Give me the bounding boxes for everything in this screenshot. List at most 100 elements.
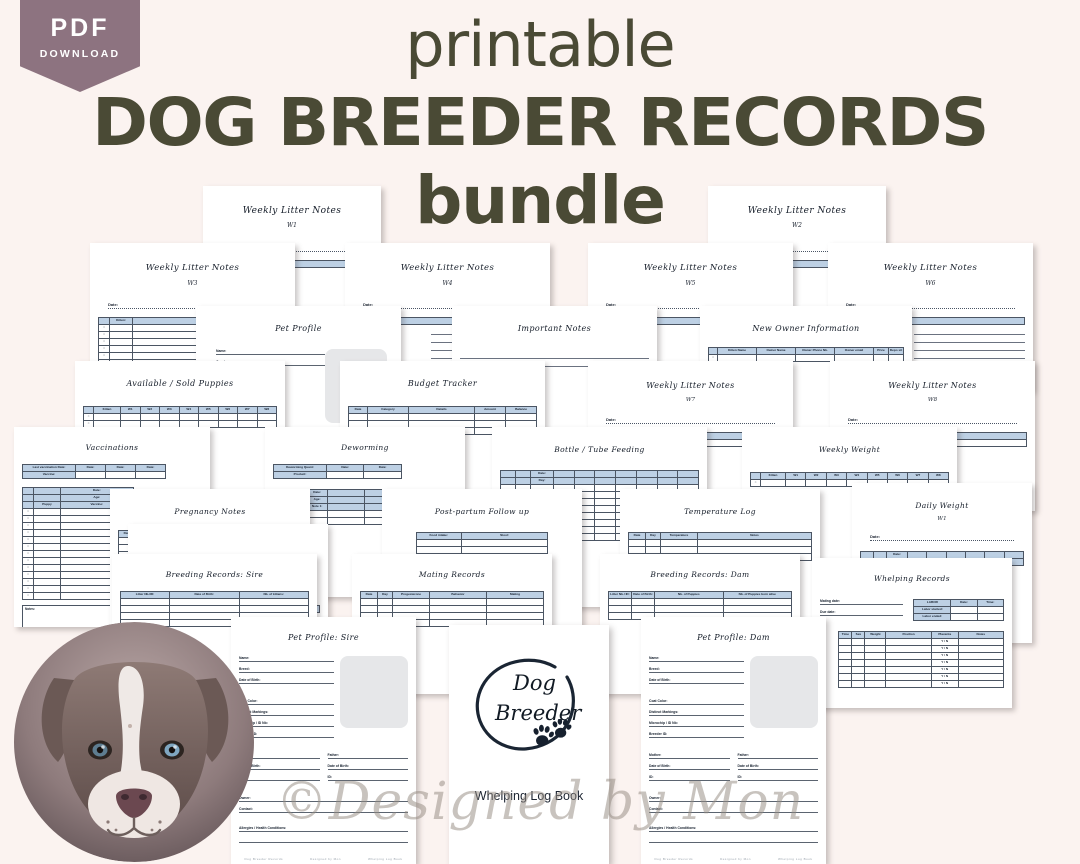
badge-download-label: DOWNLOAD <box>39 48 121 60</box>
field-distinct-markings: Distinct Markings: <box>239 710 334 716</box>
field-father-id: ID: <box>737 775 818 781</box>
field-father: Father: <box>737 753 818 759</box>
field-mating-date: Mating date: <box>820 599 904 605</box>
field-contact: Contact: <box>239 807 408 813</box>
paw-prints-icon <box>533 719 572 746</box>
field-coat-color: Coat Color: <box>649 699 744 705</box>
puppy-photo <box>12 622 257 862</box>
page-title: Available / Sold Puppies <box>126 379 234 388</box>
field-date-of-birth: Date of Birth: <box>239 678 334 684</box>
headline-block: printable DOG BREEDER RECORDS bundle <box>0 0 1080 234</box>
page-title: Pregnancy Notes <box>174 507 246 516</box>
field-coat-color: Coat Color: <box>239 699 334 705</box>
pdf-download-badge: PDF DOWNLOAD <box>20 0 140 92</box>
page-footer: Dog Breeder Records Designed by Mon Whel… <box>244 857 403 861</box>
puppy-illustration <box>14 622 254 862</box>
page-pet-profile-dam: Pet Profile: Dam Name: Breed: Date of Bi… <box>641 617 826 864</box>
cover-title-line1: Dog <box>513 671 556 695</box>
field-microchip-id: Microchip / ID Nb: <box>239 721 334 727</box>
page-subtitle: W6 <box>925 280 936 287</box>
date-field: Date: <box>108 302 277 309</box>
page-subtitle: W8 <box>927 397 938 403</box>
date-field: Date: <box>363 302 532 309</box>
whelping-table: Time Sex Weight Position Placenta Notes … <box>838 631 1004 688</box>
page-subtitle: W4 <box>442 280 453 287</box>
field-name: Name: <box>649 656 744 662</box>
page-title: Weekly Litter Notes <box>643 263 738 273</box>
field-mother-id: ID: <box>649 775 730 781</box>
headline-main: DOG BREEDER RECORDS <box>92 84 989 161</box>
circle-logo: Dog Breeder <box>471 653 587 763</box>
page-title: New Owner Information <box>752 324 860 333</box>
badge-format-label: PDF <box>50 14 110 42</box>
field-contact: Contact: <box>649 807 818 813</box>
page-title: Pet Profile: Sire <box>288 633 359 642</box>
page-footer: Dog Breeder Records Designed by Mon Whel… <box>654 857 813 861</box>
field-breed: Breed: <box>239 667 334 673</box>
page-title: Vaccinations <box>85 443 139 452</box>
available-sold-table: Kitten W1 W2 W3 W4 W5 W6 W7 W8 ○ ○ <box>83 406 277 428</box>
field-distinct-markings: Distinct Markings: <box>649 710 744 716</box>
field-owner: Owner: <box>649 796 818 802</box>
field-name: Name: <box>216 349 325 355</box>
field-father: Father: <box>327 753 408 759</box>
page-title: Deworming <box>341 443 389 452</box>
page-title: Weekly Litter Notes <box>888 381 977 390</box>
breeding-sire-table: Litter Nb./ID: Date of Birth: Nb. of kit… <box>120 591 309 627</box>
page-pet-profile-sire: Pet Profile: Sire Name: Breed: Date of B… <box>231 617 416 864</box>
field-father-dob: Date of Birth: <box>327 764 408 770</box>
page-title: Pet Profile <box>275 324 322 333</box>
page-title: Weekly Litter Notes <box>747 206 847 216</box>
page-title: Whelping Records <box>873 574 951 583</box>
date-field: Date: <box>606 417 775 424</box>
page-title: Pet Profile: Dam <box>697 633 770 642</box>
field-allergies: Allergies / Health Conditions: <box>649 826 818 832</box>
page-title: Temperature Log <box>684 507 756 516</box>
deworming-top-table: Deworming Quant: Date: Date: Product: <box>273 464 402 479</box>
new-owner-table: Kitten Name Owner Name Owner Phone Nb. O… <box>708 347 904 362</box>
headline-bundle: bundle <box>415 162 666 239</box>
page-title: Weekly Litter Notes <box>646 381 735 390</box>
page-subtitle: W5 <box>685 280 696 287</box>
page-title: Budget Tracker <box>407 379 478 388</box>
page-title: Breeding Records: Sire <box>165 570 264 579</box>
field-father-id: ID: <box>327 775 408 781</box>
budget-table: Date Category Details Amount Balance <box>348 406 537 435</box>
date-field: Date: <box>848 417 1017 424</box>
page-title: Daily Weight <box>915 501 969 510</box>
mating-table: Date Day Progesterone Behavior Mating <box>360 591 544 627</box>
page-subtitle: W7 <box>685 397 696 403</box>
labor-table: LABOR Date: Time: Labor started: Labor e… <box>913 599 1005 621</box>
photo-placeholder <box>750 656 818 728</box>
field-mother: Mother: <box>649 753 730 759</box>
note-lines <box>460 351 649 367</box>
page-title: Bottle / Tube Feeding <box>554 445 645 454</box>
page-title: Mating Records <box>418 570 486 579</box>
field-due-date: Due date: <box>820 610 904 616</box>
field-allergies: Allergies / Health Conditions: <box>239 826 408 832</box>
field-breed: Breed: <box>649 667 744 673</box>
field-breeder-id: Breeder ID: <box>649 732 744 738</box>
page-whelping-records: Whelping Records Mating date: Due date: … <box>812 558 1012 708</box>
breeding-dam-table: Litter Nb./ ID: Date of Birth: Nb. of Pu… <box>608 591 792 620</box>
page-subtitle: W1 <box>287 222 297 229</box>
page-title: Post-partum Follow up <box>434 507 530 516</box>
date-field: Date: <box>846 302 1015 309</box>
vaccination-top-table: Last vaccination Date: Date: Date: Date:… <box>22 464 166 479</box>
vaccination-table: Date: Age: Puppy Vaccine: ○ ○ ○ ○ ○ ○ ○ ○ ○ ○ … <box>22 487 134 600</box>
headline-printable: printable <box>405 8 675 81</box>
field-date-of-birth: Date of Birth: <box>649 678 744 684</box>
page-title: Weekly Litter Notes <box>145 263 240 273</box>
field-microchip-id: Microchip / ID Nb: <box>649 721 744 727</box>
page-title: Weekly Weight <box>818 445 881 454</box>
field-mother-dob: Date of Birth: <box>649 764 730 770</box>
page-subtitle: W1 <box>937 516 947 522</box>
page-subtitle: W3 <box>187 280 198 287</box>
field-father-dob: Date of Birth: <box>737 764 818 770</box>
page-title: Weekly Litter Notes <box>883 263 978 273</box>
page-title: Breeding Records: Dam <box>650 570 750 579</box>
cover-subtitle: Whelping Log Book <box>474 789 584 803</box>
photo-placeholder <box>340 656 408 728</box>
field-name: Name: <box>239 656 334 662</box>
